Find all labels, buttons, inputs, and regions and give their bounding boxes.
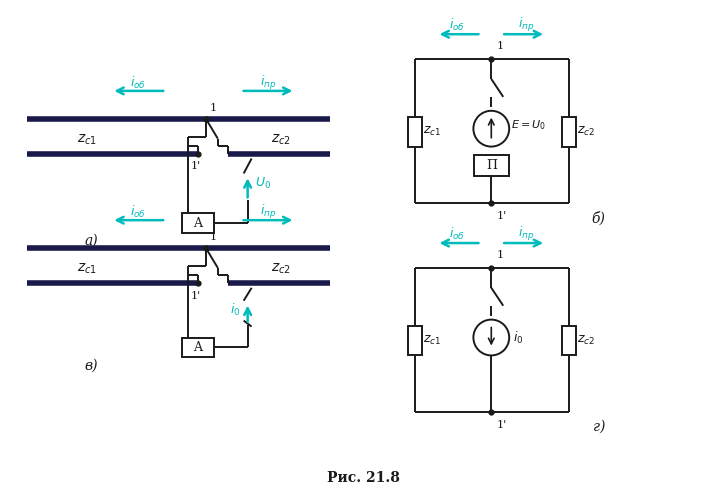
- Text: $i_0$: $i_0$: [513, 329, 523, 346]
- Bar: [562, 117, 576, 146]
- Text: $U_0$: $U_0$: [254, 177, 270, 192]
- Text: $i_0$: $i_0$: [230, 302, 240, 318]
- Text: A: A: [193, 217, 202, 230]
- Text: $i_{пр}$: $i_{пр}$: [260, 203, 277, 221]
- Text: $z_{c2}$: $z_{c2}$: [270, 262, 290, 276]
- Text: $z_{c1}$: $z_{c1}$: [422, 125, 441, 138]
- Text: б): б): [592, 211, 606, 225]
- Text: а): а): [85, 234, 98, 248]
- Bar: [182, 338, 214, 358]
- Text: 1': 1': [190, 291, 201, 301]
- Text: г): г): [593, 420, 605, 434]
- Circle shape: [473, 111, 509, 146]
- Circle shape: [473, 319, 509, 356]
- Text: $z_{c2}$: $z_{c2}$: [270, 132, 290, 147]
- Bar: [182, 213, 214, 233]
- Text: $z_{c1}$: $z_{c1}$: [422, 334, 441, 347]
- Text: $i_{об}$: $i_{об}$: [449, 226, 465, 242]
- Text: 1: 1: [497, 250, 503, 260]
- Text: 1': 1': [190, 161, 201, 172]
- Text: $i_{пр}$: $i_{пр}$: [260, 74, 277, 92]
- Text: $z_{c2}$: $z_{c2}$: [577, 125, 595, 138]
- Text: 1: 1: [210, 232, 217, 242]
- Bar: [474, 154, 509, 177]
- Text: 1': 1': [497, 211, 507, 221]
- Text: 1: 1: [497, 41, 503, 51]
- Text: П: П: [486, 159, 497, 172]
- Text: $z_{c2}$: $z_{c2}$: [577, 334, 595, 347]
- Text: 1': 1': [497, 420, 507, 430]
- Bar: [562, 325, 576, 356]
- Text: $i_{пр}$: $i_{пр}$: [518, 16, 534, 34]
- Bar: [408, 117, 422, 146]
- Text: A: A: [193, 341, 202, 354]
- Text: $i_{пр}$: $i_{пр}$: [518, 225, 534, 243]
- Text: $z_{c1}$: $z_{c1}$: [76, 262, 97, 276]
- Text: $i_{об}$: $i_{об}$: [449, 17, 465, 33]
- Text: $i_{об}$: $i_{об}$: [130, 204, 146, 220]
- Text: $E=U_0$: $E=U_0$: [511, 118, 547, 132]
- Text: $i_{об}$: $i_{об}$: [130, 75, 146, 91]
- Text: $z_{c1}$: $z_{c1}$: [76, 132, 97, 147]
- Bar: [408, 325, 422, 356]
- Text: в): в): [85, 358, 98, 372]
- Text: 1: 1: [210, 103, 217, 113]
- Text: Рис. 21.8: Рис. 21.8: [326, 471, 399, 485]
